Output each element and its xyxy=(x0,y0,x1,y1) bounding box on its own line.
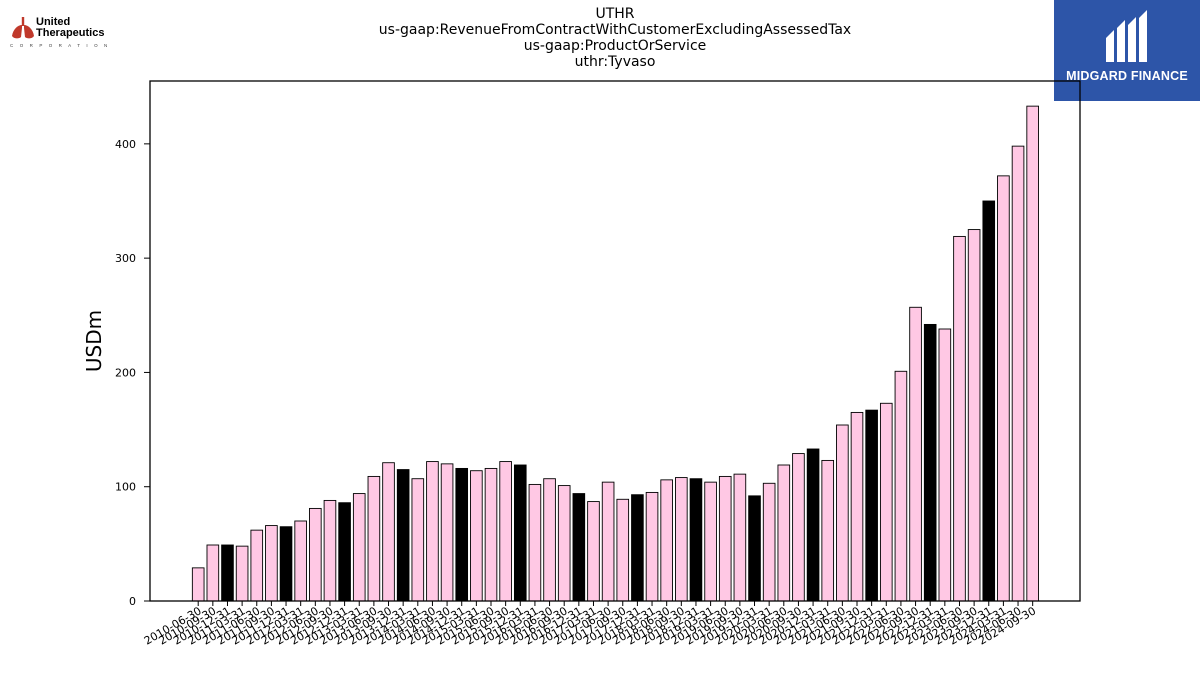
bar-2023-12-31 xyxy=(982,200,996,602)
title-line-concept: us-gaap:RevenueFromContractWithCustomerE… xyxy=(378,22,852,38)
bar-2022-12-31 xyxy=(923,323,937,602)
bar-2020-03-31 xyxy=(762,482,776,602)
bar-2016-03-31 xyxy=(528,483,542,602)
bar-2018-12-31 xyxy=(689,478,703,602)
bar-2024-06-30 xyxy=(1011,145,1025,602)
title-line-axis: us-gaap:ProductOrService xyxy=(523,38,707,54)
bar-2010-12-31 xyxy=(221,544,234,602)
bar-2022-09-30 xyxy=(909,306,922,602)
bar-2014-06-30 xyxy=(426,461,439,602)
logo-text-therapeutics: Therapeutics xyxy=(36,27,105,39)
bar-2011-06-30 xyxy=(250,529,264,602)
midgard-finance-wordmark: MIDGARD FINANCE xyxy=(1066,69,1188,83)
bar-2023-03-31 xyxy=(938,328,952,602)
bar-2018-06-30 xyxy=(660,479,673,602)
bar-2023-09-30 xyxy=(967,229,981,602)
bar-2021-12-31 xyxy=(865,409,878,602)
bar-2021-03-31 xyxy=(821,459,835,602)
chart-title: UTHR us-gaap:RevenueFromContractWithCust… xyxy=(320,6,910,70)
bar-2021-06-30 xyxy=(836,424,849,602)
bar-2017-12-31 xyxy=(631,494,644,602)
logo-text-united: United xyxy=(36,16,71,28)
bar-2014-09-30 xyxy=(440,463,454,602)
bar-2013-03-31 xyxy=(352,493,366,602)
bar-2017-06-30 xyxy=(601,481,615,602)
bar-2022-03-31 xyxy=(879,402,893,602)
bar-2010-06-30 xyxy=(191,567,205,602)
y-tick-label: 300 xyxy=(115,252,136,265)
bar-2012-12-31 xyxy=(338,502,351,602)
bar-2018-03-31 xyxy=(645,491,659,602)
bar-2011-03-31 xyxy=(235,545,249,602)
bar-2017-09-30 xyxy=(616,498,630,602)
title-line-ticker: UTHR xyxy=(595,6,635,22)
bar-2012-06-30 xyxy=(309,507,322,602)
bar-2024-09-30 xyxy=(1026,105,1039,602)
logo-text-corporation: C O R P O R A T I O N xyxy=(10,43,110,48)
y-tick-label: 100 xyxy=(115,481,136,494)
midgard-m-icon xyxy=(1106,10,1147,68)
bar-2017-03-31 xyxy=(587,501,600,602)
bar-2023-06-30 xyxy=(953,235,966,602)
bar-2015-03-31 xyxy=(470,470,483,602)
bar-2012-03-31 xyxy=(294,520,307,602)
bar-2015-12-31 xyxy=(513,464,527,602)
bar-2012-09-30 xyxy=(323,499,337,602)
bar-2013-06-30 xyxy=(367,475,381,602)
bar-2019-03-31 xyxy=(704,481,717,602)
y-tick-label: 400 xyxy=(115,138,136,151)
bar-2020-09-30 xyxy=(792,453,805,602)
bar-2020-06-30 xyxy=(777,464,791,602)
y-tick-label: 0 xyxy=(129,595,136,608)
bar-2016-12-31 xyxy=(572,493,586,602)
bar-2019-09-30 xyxy=(733,473,747,602)
united-therapeutics-logo: United Therapeutics C O R P O R A T I O … xyxy=(10,16,120,50)
bar-2019-06-30 xyxy=(718,475,732,602)
bar-2016-06-30 xyxy=(543,478,556,602)
bar-2021-09-30 xyxy=(850,411,864,602)
bar-2024-03-31 xyxy=(997,175,1010,602)
bar-2013-12-31 xyxy=(396,469,410,602)
bar-2020-12-31 xyxy=(806,448,820,602)
bar-2018-09-30 xyxy=(675,477,688,602)
bar-2011-12-31 xyxy=(279,526,293,602)
bar-2019-12-31 xyxy=(748,495,761,602)
y-tick-label: 200 xyxy=(115,366,136,379)
bar-2013-09-30 xyxy=(382,462,395,602)
bar-2015-09-30 xyxy=(499,461,512,602)
y-axis-label: USDm xyxy=(82,310,106,372)
title-line-member: uthr:Tyvaso xyxy=(574,54,656,70)
bar-2016-09-30 xyxy=(557,485,571,602)
bar-2022-06-30 xyxy=(894,370,908,602)
bar-2011-09-30 xyxy=(265,525,278,602)
bar-2010-09-30 xyxy=(206,544,220,602)
bar-2015-06-30 xyxy=(484,467,498,602)
lungs-icon xyxy=(12,17,34,39)
bar-2014-12-31 xyxy=(455,467,469,602)
midgard-finance-logo: MIDGARD FINANCE xyxy=(1054,0,1200,101)
plot-frame xyxy=(149,80,1081,602)
bar-2014-03-31 xyxy=(411,478,425,602)
